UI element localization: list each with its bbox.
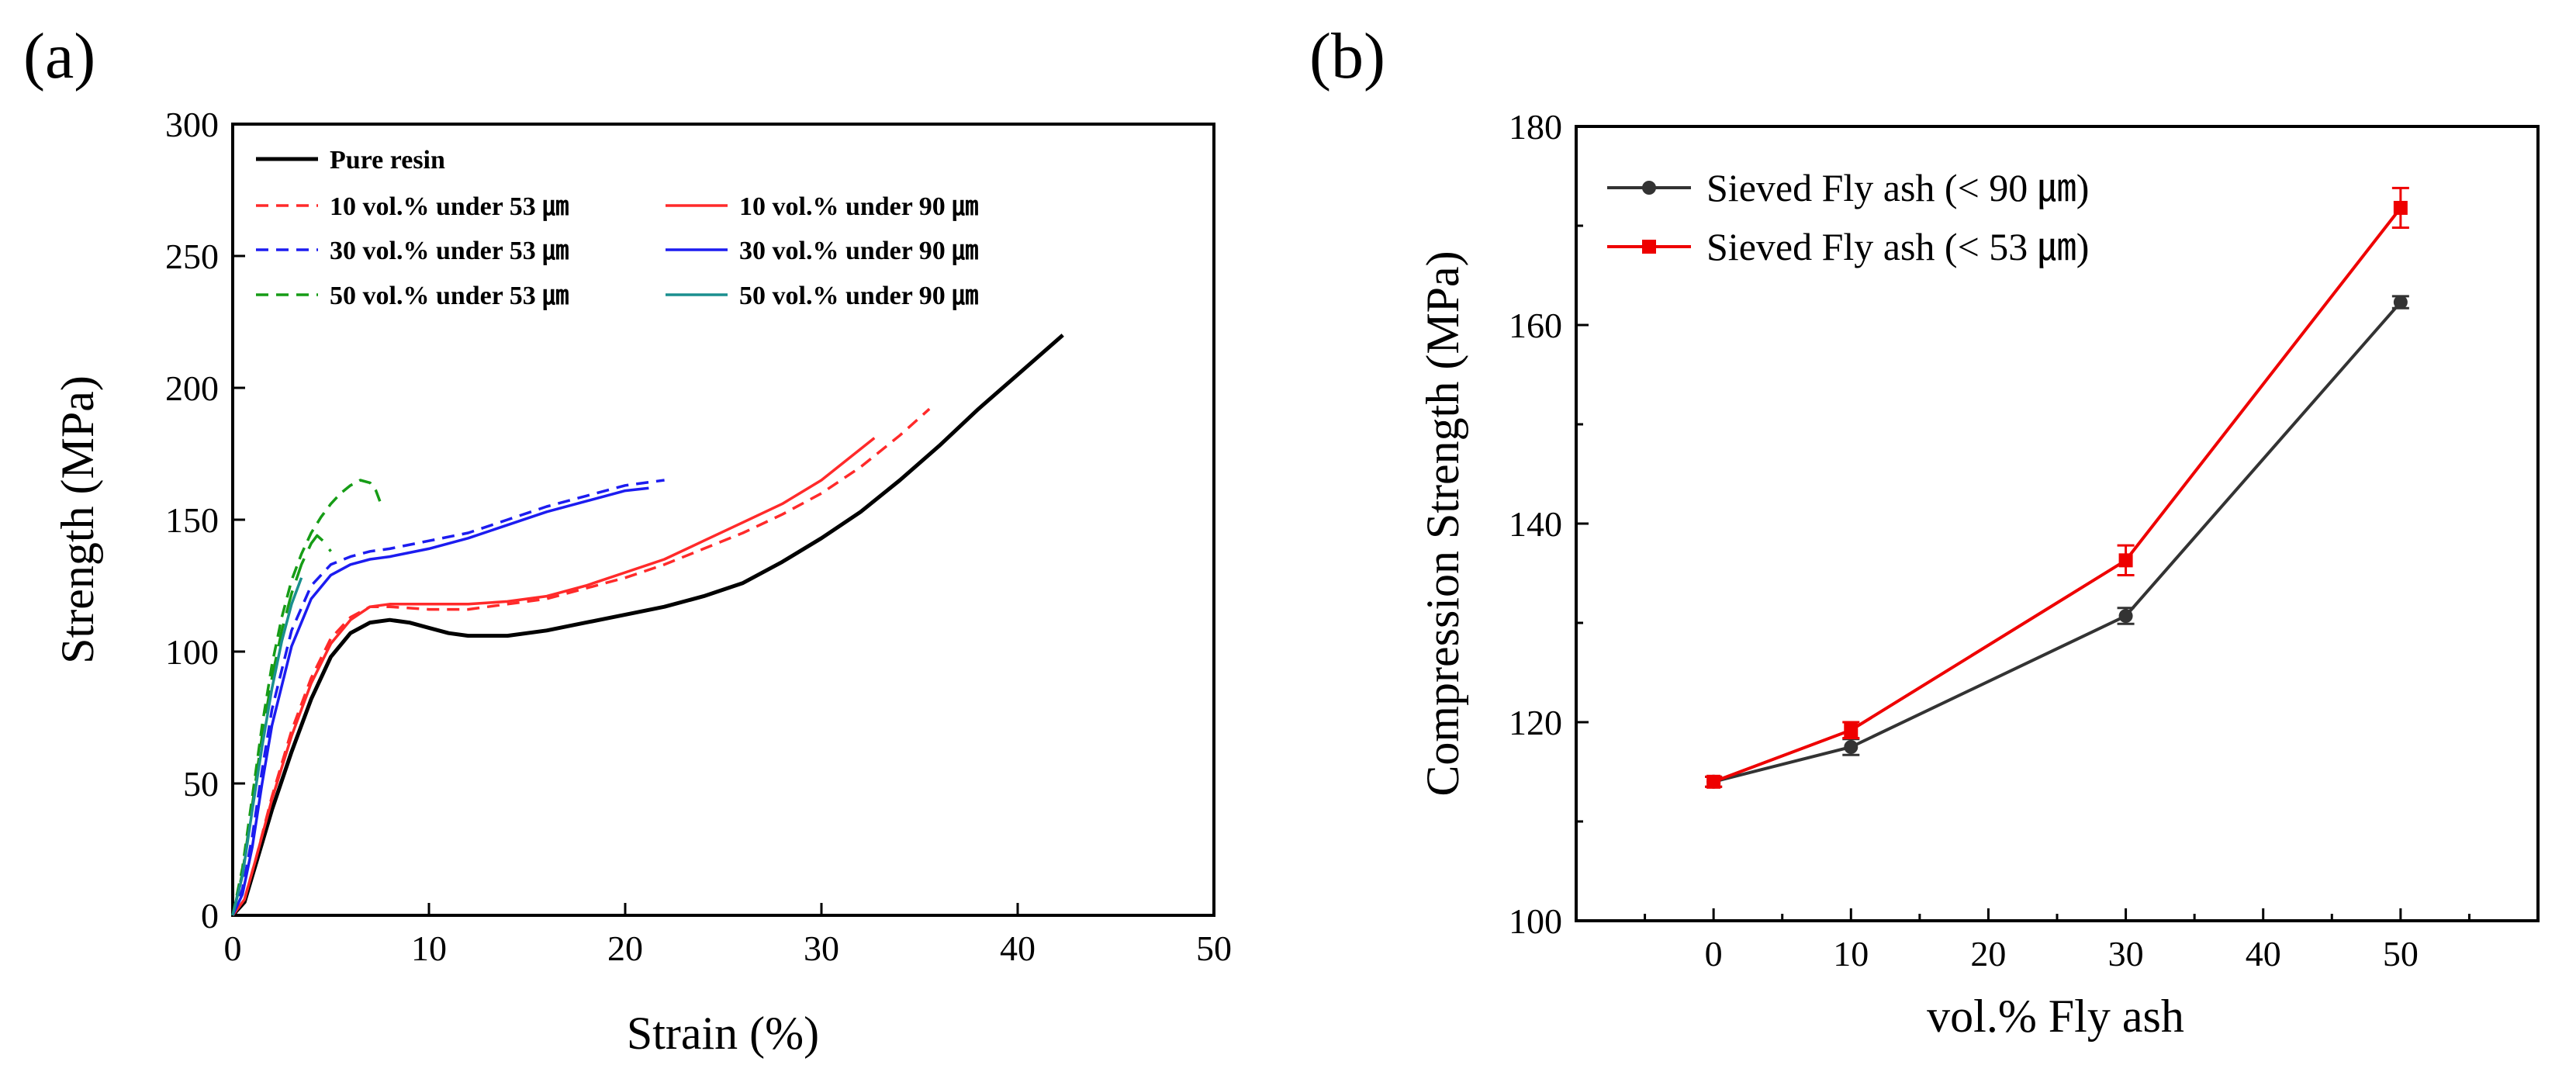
y-tick-label: 100: [165, 632, 219, 672]
legend-label: 50 vol.% under 90 ㎛: [739, 282, 978, 311]
series-line: [231, 479, 665, 916]
legend-label: 10 vol.% under 90 ㎛: [739, 192, 978, 222]
x-tick-label: 50: [2383, 934, 2419, 974]
series-line: [1713, 301, 2402, 783]
panel-b-y-axis-title: Compression Strength (MPa): [1417, 251, 1468, 796]
series-line: [231, 577, 303, 916]
series-line: [231, 479, 382, 916]
series-line: [231, 486, 649, 916]
legend-label: 10 vol.% under 53 ㎛: [330, 192, 569, 222]
series-line: [231, 334, 1064, 917]
x-tick-label: 30: [2108, 934, 2144, 974]
panel-a-label: (a): [23, 20, 95, 92]
legend-label: Sieved Fly ash (< 53 ㎛): [1706, 225, 2089, 269]
y-tick-label: 150: [165, 500, 219, 540]
x-tick-label: 50: [1196, 929, 1232, 968]
y-tick-label: 0: [201, 896, 219, 935]
y-tick-label: 100: [1509, 901, 1562, 941]
x-tick-label: 10: [411, 929, 447, 968]
panel-a-strain-strength-chart: (a) 0 10 20 30 40 50 0 50 100 150 200 250 300 Pure r…: [23, 20, 1232, 1059]
legend-label: 50 vol.% under 53 ㎛: [330, 282, 569, 311]
y-tick-label: 140: [1509, 504, 1562, 544]
legend-label: Pure resin: [330, 146, 445, 175]
data-point: [2118, 553, 2133, 568]
x-tick-label: 40: [2246, 934, 2281, 974]
panel-b-legend: Sieved Fly ash (< 90 ㎛) Sieved Fly ash (<…: [1607, 166, 2089, 269]
y-tick-label: 120: [1509, 703, 1562, 742]
x-tick-label: 0: [224, 929, 242, 968]
x-tick-label: 20: [1970, 934, 2006, 974]
data-point: [2118, 609, 2133, 624]
x-tick-label: 10: [1833, 934, 1869, 974]
data-point: [1844, 723, 1859, 738]
x-tick-label: 30: [804, 929, 839, 968]
y-tick-label: 160: [1509, 306, 1562, 345]
y-tick-label: 50: [183, 764, 219, 804]
panel-b-label: (b): [1309, 20, 1385, 92]
y-tick-label: 200: [165, 368, 219, 408]
data-point: [1706, 774, 1721, 789]
legend-label: 30 vol.% under 53 ㎛: [330, 237, 569, 266]
y-tick-label: 300: [165, 105, 219, 144]
panel-a-x-axis-title: Strain (%): [627, 1008, 819, 1059]
series-line: [231, 407, 931, 917]
legend-label: Sieved Fly ash (< 90 ㎛): [1706, 166, 2089, 210]
data-point: [2393, 200, 2408, 215]
y-tick-label: 180: [1509, 107, 1562, 147]
panel-b-x-axis-title: vol.% Fly ash: [1927, 991, 2184, 1042]
panel-a-legend: Pure resin 10 vol.% under 53 ㎛ 10 vol.% un…: [256, 146, 978, 311]
panel-b-compression-strength-chart: (b) 0 10 20 30 40 50 100 120 140 160 180 Sieved Fl…: [1309, 20, 2540, 1042]
data-point: [2393, 295, 2408, 310]
x-tick-label: 0: [1705, 934, 1723, 974]
series-line: [1713, 206, 2402, 783]
x-tick-label: 40: [1000, 929, 1036, 968]
x-tick-label: 20: [607, 929, 643, 968]
legend-label: 30 vol.% under 90 ㎛: [739, 237, 978, 266]
series-line: [231, 437, 876, 917]
legend-marker: [1642, 240, 1656, 254]
legend-marker: [1642, 181, 1656, 195]
series-line: [231, 534, 332, 916]
data-point: [1844, 740, 1859, 754]
y-tick-label: 250: [165, 237, 219, 276]
panel-a-y-axis-title: Strength (MPa): [52, 375, 103, 664]
